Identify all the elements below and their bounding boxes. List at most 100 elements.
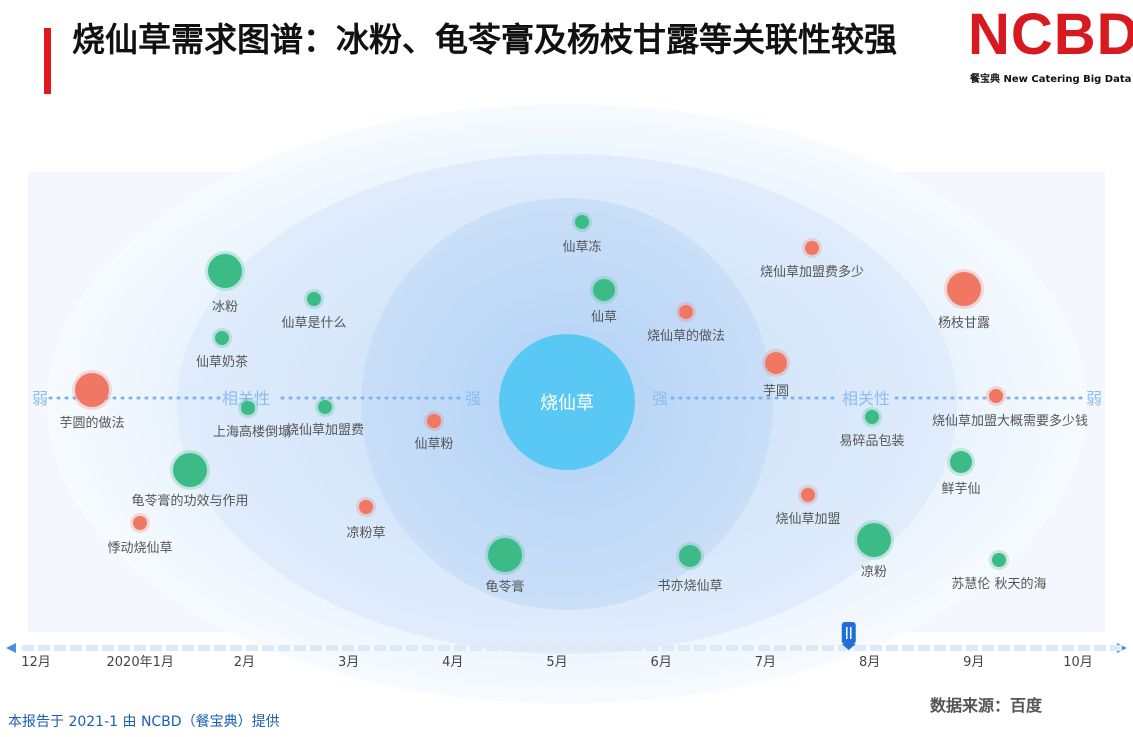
timeline-segment <box>182 645 194 651</box>
bubble <box>75 373 109 407</box>
bubble <box>133 516 147 530</box>
timeline-segment <box>934 645 946 651</box>
timeline-segment <box>550 645 562 651</box>
timeline-segment <box>390 645 402 651</box>
bubble <box>427 414 441 428</box>
timeline-segment <box>342 645 354 651</box>
timeline-segment <box>1110 645 1122 651</box>
timeline-segment <box>1078 645 1090 651</box>
bubble <box>173 453 207 487</box>
timeline-tick-label: 9月 <box>963 655 984 670</box>
timeline-segment <box>726 645 738 651</box>
timeline-segment <box>502 645 514 651</box>
timeline-segment <box>214 645 226 651</box>
axis-label-weak-left: 弱 <box>32 389 48 408</box>
bubble-label: 鲜芋仙 <box>941 482 980 497</box>
bubble-label: 仙草是什么 <box>281 316 346 331</box>
title-accent-bar <box>44 28 51 94</box>
bubble-label: 凉粉草 <box>346 526 385 541</box>
timeline-segment <box>822 645 834 651</box>
timeline-tick-label: 7月 <box>755 655 776 670</box>
timeline-segment <box>534 645 546 651</box>
bubble <box>865 410 879 424</box>
timeline-segment <box>102 645 114 651</box>
timeline-handle-pointer <box>841 644 856 650</box>
bubble <box>679 545 701 567</box>
bubble <box>805 241 819 255</box>
bubble-label: 烧仙草加盟 <box>775 512 840 527</box>
timeline-segment <box>518 645 530 651</box>
timeline-segment <box>406 645 418 651</box>
axis-label-weak-right: 弱 <box>1086 389 1102 408</box>
timeline-segment <box>70 645 82 651</box>
timeline-segment <box>86 645 98 651</box>
timeline-segment <box>262 645 274 651</box>
logo-text: NCBD <box>968 2 1133 67</box>
timeline-segment <box>710 645 722 651</box>
timeline-segment <box>1046 645 1058 651</box>
bubble-label: 上海高楼倒塌 <box>213 424 291 440</box>
timeline-segment <box>246 645 258 651</box>
timeline-segment <box>118 645 130 651</box>
timeline-segment <box>902 645 914 651</box>
timeline-segment <box>134 645 146 651</box>
bubble-label: 冰粉 <box>212 300 238 315</box>
timeline-segment <box>566 645 578 651</box>
timeline-segment <box>470 645 482 651</box>
center-bubble <box>499 334 635 470</box>
timeline-segment <box>38 645 50 651</box>
center-bubble-label: 烧仙草 <box>540 393 594 414</box>
timeline-segment <box>598 645 610 651</box>
timeline-segment <box>662 645 674 651</box>
timeline-segment <box>54 645 66 651</box>
timeline-tick-label: 4月 <box>442 655 463 670</box>
timeline-segment <box>918 645 930 651</box>
timeline-segment <box>950 645 962 651</box>
page-title: 烧仙草需求图谱：冰粉、龟苓膏及杨枝甘露等关联性较强 <box>72 20 897 59</box>
timeline-segment <box>694 645 706 651</box>
timeline-segment <box>438 645 450 651</box>
timeline-segment <box>1014 645 1026 651</box>
bubble <box>679 305 693 319</box>
logo-subtitle: 餐宝典 New Catering Big Data <box>970 74 1132 85</box>
timeline-segment <box>966 645 978 651</box>
timeline-segment <box>614 645 626 651</box>
bubble <box>593 279 615 301</box>
bubble-label: 芋圆的做法 <box>59 415 124 431</box>
bubble <box>241 401 255 415</box>
bubble-label: 芋圆 <box>763 384 789 399</box>
bubble <box>992 553 1006 567</box>
timeline-segment <box>646 645 658 651</box>
timeline-segment <box>1094 645 1106 651</box>
timeline-segment <box>358 645 370 651</box>
timeline-segment <box>742 645 754 651</box>
bubble <box>208 254 242 288</box>
report-provider-note: 本报告于 2021-1 由 NCBD（餐宝典）提供 <box>8 714 280 730</box>
bubble-label: 凉粉 <box>861 565 887 580</box>
timeline-segment <box>22 645 34 651</box>
bubble-label: 仙草 <box>591 310 617 325</box>
timeline-segment <box>198 645 210 651</box>
bubble-label: 仙草奶茶 <box>196 354 248 370</box>
ncbd-logo: NCBD 餐宝典 New Catering Big Data <box>968 2 1133 86</box>
timeline-segment <box>150 645 162 651</box>
bubble-label: 杨枝甘露 <box>938 316 990 331</box>
bubble-label: 烧仙草加盟费 <box>286 423 364 438</box>
timeline-segment <box>1062 645 1074 651</box>
bubble-label: 烧仙草的做法 <box>647 328 725 344</box>
bubble <box>857 523 891 557</box>
bubble-label: 悸动烧仙草 <box>107 541 172 556</box>
timeline-segment <box>886 645 898 651</box>
bubble <box>307 292 321 306</box>
timeline-tick-label: 12月 <box>21 655 51 670</box>
bubble-label: 龟苓膏的功效与作用 <box>131 493 248 509</box>
timeline-segment <box>982 645 994 651</box>
data-source: 数据来源：百度 <box>930 696 1043 715</box>
timeline-tick-label: 3月 <box>338 655 359 670</box>
timeline-segment <box>678 645 690 651</box>
bubble <box>488 538 522 572</box>
timeline-segment <box>790 645 802 651</box>
timeline-left-arrow <box>6 643 16 653</box>
bubble <box>318 400 332 414</box>
bubble-label: 书亦烧仙草 <box>657 578 722 594</box>
